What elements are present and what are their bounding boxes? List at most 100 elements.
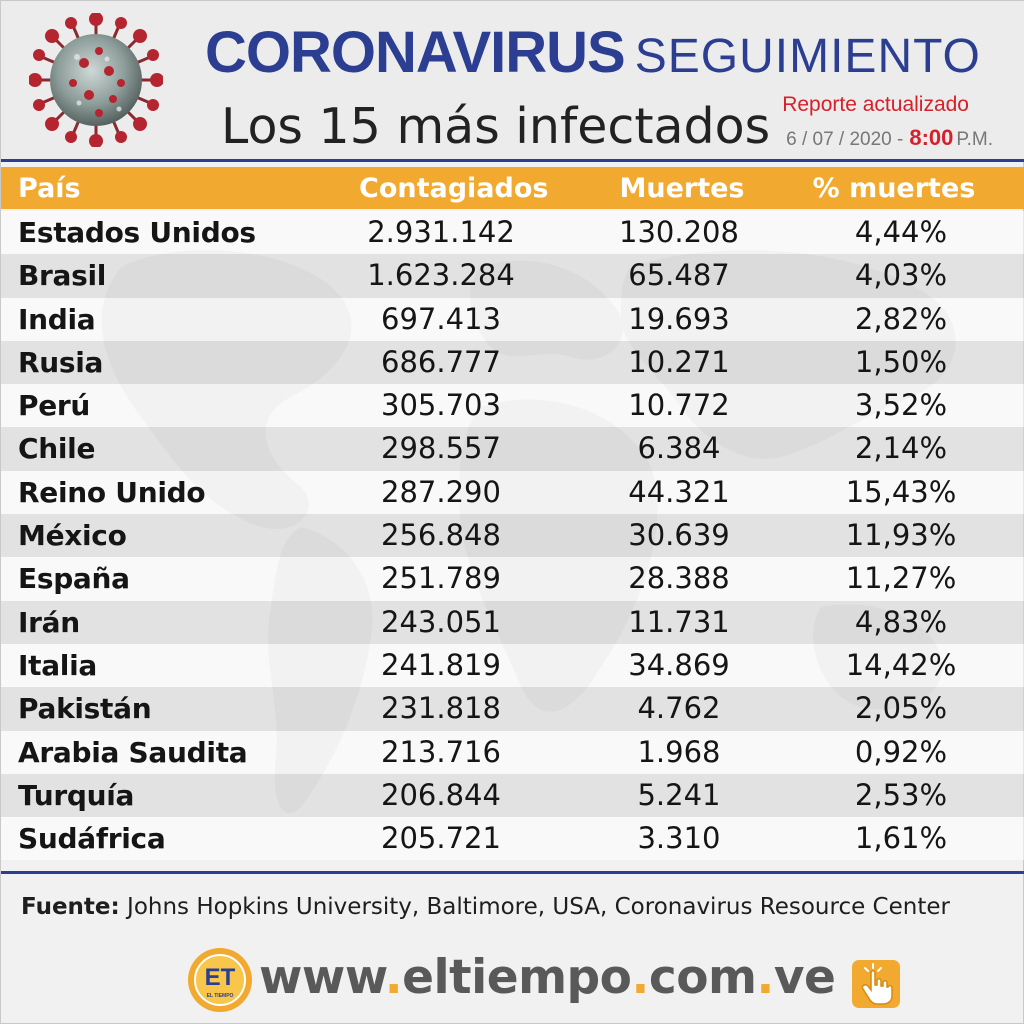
deaths-cell: 44.321 <box>628 474 730 509</box>
country-cell: Sudáfrica <box>18 822 166 856</box>
source-label: Fuente: <box>21 894 120 920</box>
table-row: Rusia 686.777 10.271 1,50% <box>1 340 1024 385</box>
cases-cell: 241.819 <box>381 647 501 682</box>
url-name: eltiempo <box>402 950 632 1005</box>
country-cell: Brasil <box>18 259 107 293</box>
deaths-cell: 4.762 <box>637 691 721 726</box>
cases-cell: 298.557 <box>381 431 501 466</box>
deaths-cell: 65.487 <box>628 258 730 293</box>
cases-cell: 243.051 <box>381 604 501 639</box>
cases-cell: 251.789 <box>381 561 501 596</box>
click-hand-icon <box>852 960 900 1008</box>
death-rate-cell: 14,42% <box>845 647 957 682</box>
table-row: Arabia Saudita 213.716 1.968 0,92% <box>1 730 1024 774</box>
country-cell: España <box>18 562 130 596</box>
table-row: Chile 298.557 6.384 2,14% <box>1 427 1024 471</box>
cases-cell: 305.703 <box>381 388 501 423</box>
table-row: México 256.848 30.639 11,93% <box>1 514 1024 558</box>
deaths-cell: 19.693 <box>628 301 730 336</box>
deaths-cell: 6.384 <box>637 431 721 466</box>
country-cell: Pakistán <box>18 692 152 726</box>
url-dot: . <box>384 950 403 1005</box>
el-tiempo-logo: ET EL TIEMPO <box>188 948 252 1012</box>
deaths-cell: 28.388 <box>628 561 730 596</box>
report-date-value: 6 / 07 / 2020 - <box>786 129 904 150</box>
death-rate-cell: 4,03% <box>854 258 948 293</box>
data-table: País Contagiados Muertes % muertes Estad… <box>1 167 1024 867</box>
deaths-cell: 130.208 <box>619 215 739 249</box>
subtitle: Los 15 más infectados <box>221 98 771 155</box>
deaths-cell: 5.241 <box>637 777 721 812</box>
url-www: www <box>259 950 385 1005</box>
death-rate-cell: 1,50% <box>854 344 948 379</box>
cases-cell: 213.716 <box>381 734 501 769</box>
title-word-coronavirus: Coronavirus <box>205 20 626 85</box>
deaths-cell: 11.731 <box>628 604 730 639</box>
death-rate-cell: 2,53% <box>854 777 948 812</box>
deaths-cell: 10.772 <box>628 388 730 423</box>
table-body: Estados Unidos 2.931.142 130.208 4,44% Bras… <box>1 211 1024 861</box>
cases-cell: 2.931.142 <box>367 215 515 249</box>
table-row: Irán 243.051 11.731 4,83% <box>1 600 1024 644</box>
header-divider <box>1 159 1024 162</box>
death-rate-cell: 11,93% <box>845 518 957 553</box>
url-ve: ve <box>773 950 836 1005</box>
cases-cell: 256.848 <box>381 518 501 553</box>
column-header-death-rate: % muertes <box>812 173 976 204</box>
logo-small-text: EL TIEMPO <box>207 993 234 999</box>
title-word-seguimiento: Seguimiento <box>634 30 981 83</box>
death-rate-cell: 2,05% <box>854 691 948 726</box>
death-rate-cell: 0,92% <box>854 734 948 769</box>
cases-cell: 1.623.284 <box>367 258 515 293</box>
cases-cell: 205.721 <box>381 821 501 856</box>
death-rate-cell: 2,82% <box>854 301 948 336</box>
death-rate-cell: 4,44% <box>854 215 948 249</box>
source-text: Johns Hopkins University, Baltimore, USA… <box>127 894 950 920</box>
table-row: India 697.413 19.693 2,82% <box>1 297 1024 341</box>
country-cell: Estados Unidos <box>18 216 256 249</box>
report-label: Reporte actualizado <box>782 93 969 116</box>
deaths-cell: 10.271 <box>628 344 730 379</box>
country-cell: Chile <box>18 432 96 466</box>
table-row: Reino Unido 287.290 44.321 15,43% <box>1 470 1024 515</box>
country-cell: Arabia Saudita <box>18 735 248 769</box>
country-cell: Irán <box>18 605 80 639</box>
column-header-country: País <box>18 173 81 204</box>
deaths-cell: 34.869 <box>628 647 730 682</box>
website-url[interactable]: www.eltiempo.com.ve <box>259 945 836 1011</box>
column-header-deaths: Muertes <box>619 173 745 204</box>
url-dot: . <box>756 950 774 1005</box>
main-title: Coronavirus Seguimiento <box>205 15 985 91</box>
table-row: Turquía 206.844 5.241 2,53% <box>1 773 1024 818</box>
death-rate-cell: 11,27% <box>845 561 957 596</box>
report-ampm: P.M. <box>956 129 993 150</box>
header: Coronavirus Seguimiento Los 15 más infect… <box>1 1 1024 161</box>
table-row: Italia 241.819 34.869 14,42% <box>1 643 1024 688</box>
coronavirus-icon <box>29 13 163 147</box>
report-time: 8:00 <box>909 125 954 150</box>
country-cell: Italia <box>18 648 97 682</box>
death-rate-cell: 1,61% <box>854 821 948 856</box>
country-cell: México <box>18 519 127 553</box>
cases-cell: 686.777 <box>381 344 501 379</box>
url-com: com <box>648 950 757 1005</box>
country-cell: Perú <box>18 389 91 423</box>
table-row: Perú 305.703 10.772 3,52% <box>1 384 1024 428</box>
country-cell: India <box>18 302 96 336</box>
death-rate-cell: 4,83% <box>854 604 948 639</box>
death-rate-cell: 2,14% <box>854 431 948 466</box>
column-header-cases: Contagiados <box>359 173 549 204</box>
url-dot: . <box>631 950 649 1005</box>
deaths-cell: 1.968 <box>637 734 721 769</box>
table-row: España 251.789 28.388 11,27% <box>1 557 1024 601</box>
death-rate-cell: 3,52% <box>854 388 948 423</box>
report-date: 6 / 07 / 2020 -8:00 P.M. <box>786 125 993 151</box>
table-row: Estados Unidos 2.931.142 130.208 4,44% <box>1 211 1024 255</box>
source-line: Fuente: Johns Hopkins University, Baltim… <box>21 894 950 920</box>
table-header: País Contagiados Muertes % muertes <box>1 167 1024 209</box>
footer-divider <box>1 871 1024 874</box>
country-cell: Rusia <box>18 345 104 379</box>
table-row: Pakistán 231.818 4.762 2,05% <box>1 687 1024 731</box>
deaths-cell: 30.639 <box>628 518 730 553</box>
